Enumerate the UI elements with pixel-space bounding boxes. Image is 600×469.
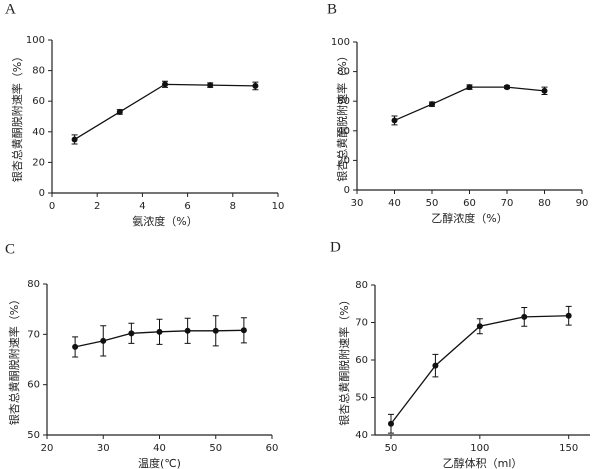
y-axis-label: 银杏总黄酮脱附速率（%） bbox=[335, 50, 349, 181]
y-tick-label: 50 bbox=[27, 430, 40, 441]
panel-label: B bbox=[327, 1, 337, 17]
x-tick-label: 70 bbox=[501, 198, 514, 209]
x-tick-label: 8 bbox=[230, 201, 236, 212]
panel-label: A bbox=[5, 1, 16, 17]
data-point bbox=[466, 84, 473, 91]
x-tick-label: 80 bbox=[538, 198, 551, 209]
data-point bbox=[71, 136, 78, 143]
y-tick-label: 70 bbox=[27, 329, 40, 340]
y-tick-label: 50 bbox=[355, 393, 368, 404]
x-tick-label: 4 bbox=[139, 201, 145, 212]
y-tick-label: 70 bbox=[355, 318, 368, 329]
data-point bbox=[207, 82, 214, 89]
x-tick-label: 30 bbox=[97, 443, 110, 454]
x-tick-label: 0 bbox=[49, 201, 55, 212]
x-axis-label: 温度(℃) bbox=[138, 456, 181, 469]
x-tick-label: 100 bbox=[470, 443, 489, 454]
y-tick-label: 40 bbox=[337, 126, 350, 137]
data-line bbox=[394, 86, 545, 122]
y-tick-label: 60 bbox=[32, 96, 45, 107]
data-point bbox=[128, 330, 135, 337]
data-point bbox=[184, 327, 191, 334]
data-point bbox=[429, 101, 435, 108]
y-axis-label: 银杏总黄酮脱附速率（%） bbox=[10, 51, 24, 182]
x-tick-label: 10 bbox=[272, 201, 285, 212]
y-tick-label: 40 bbox=[32, 127, 45, 138]
y-tick-label: 80 bbox=[337, 67, 350, 78]
x-tick-label: 150 bbox=[559, 443, 578, 454]
data-line bbox=[74, 83, 256, 141]
data-point bbox=[100, 337, 107, 344]
y-tick-label: 20 bbox=[337, 155, 350, 166]
data-point bbox=[565, 312, 572, 319]
x-tick-label: 50 bbox=[426, 198, 439, 209]
panel-label: D bbox=[330, 239, 341, 255]
data-point bbox=[252, 82, 259, 89]
y-tick-label: 100 bbox=[26, 35, 45, 46]
x-tick-label: 30 bbox=[351, 198, 364, 209]
y-axis-label: 银杏总黄酮脱附速率（%） bbox=[7, 294, 21, 425]
x-tick-label: 40 bbox=[153, 443, 166, 454]
data-point bbox=[162, 81, 168, 88]
y-tick-label: 20 bbox=[32, 157, 45, 168]
x-tick-label: 50 bbox=[385, 443, 398, 454]
x-tick-label: 60 bbox=[266, 443, 279, 454]
y-tick-label: 60 bbox=[355, 355, 368, 366]
data-point bbox=[521, 313, 528, 320]
y-tick-label: 80 bbox=[355, 280, 368, 291]
y-tick-label: 0 bbox=[39, 188, 45, 199]
y-tick-label: 100 bbox=[331, 37, 350, 48]
data-point bbox=[541, 87, 548, 94]
y-tick-label: 60 bbox=[337, 96, 350, 107]
data-point bbox=[156, 328, 163, 335]
x-axis-label: 乙醇体积（ml） bbox=[443, 456, 523, 469]
y-axis-label: 银杏总黄酮脱附速率（%） bbox=[337, 294, 351, 425]
x-axis-label: 氨浓度（%） bbox=[132, 214, 197, 228]
x-tick-label: 50 bbox=[209, 443, 222, 454]
y-tick-label: 40 bbox=[355, 430, 368, 441]
data-point bbox=[116, 108, 123, 115]
x-axis-label: 乙醇浓度（%） bbox=[431, 211, 507, 225]
x-tick-label: 60 bbox=[463, 198, 476, 209]
data-point bbox=[391, 117, 398, 124]
data-point bbox=[72, 343, 79, 350]
data-point bbox=[240, 327, 247, 334]
data-point bbox=[476, 323, 483, 330]
y-tick-label: 60 bbox=[27, 380, 40, 391]
data-point bbox=[504, 84, 510, 91]
data-point bbox=[432, 362, 439, 369]
x-tick-label: 20 bbox=[41, 443, 54, 454]
y-tick-label: 0 bbox=[344, 185, 350, 196]
data-point bbox=[387, 420, 394, 427]
x-tick-label: 2 bbox=[94, 201, 100, 212]
panel-label: C bbox=[5, 241, 15, 257]
y-tick-label: 80 bbox=[32, 66, 45, 77]
x-tick-label: 90 bbox=[576, 198, 589, 209]
x-tick-label: 40 bbox=[388, 198, 401, 209]
y-tick-label: 80 bbox=[27, 279, 40, 290]
x-tick-label: 6 bbox=[184, 201, 190, 212]
data-point bbox=[212, 327, 219, 334]
